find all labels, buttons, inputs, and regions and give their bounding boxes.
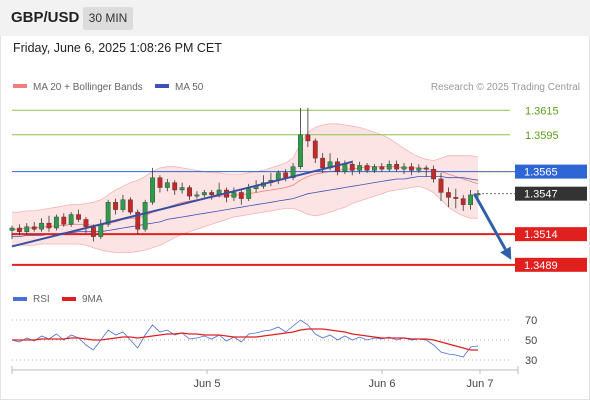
- rsi-panel: 70 50 30: [11, 315, 537, 367]
- ma50-legend-swatch: [155, 84, 169, 88]
- x-tick-label: Jun 7: [467, 378, 494, 390]
- candle: [238, 188, 244, 205]
- candle: [24, 223, 30, 235]
- candle: [179, 182, 185, 194]
- trend-line: [11, 160, 353, 248]
- rsi-ma-legend-swatch: [62, 297, 76, 301]
- x-tick-label: Jun 6: [369, 378, 396, 390]
- ma50-line: [12, 176, 479, 238]
- candle: [164, 178, 170, 192]
- rsi-tick-70: 70: [525, 315, 537, 327]
- candle: [349, 160, 355, 176]
- candle: [76, 209, 81, 222]
- forecast-arrow-head: [500, 246, 512, 260]
- rsi-legend-label: RSI: [33, 294, 50, 305]
- level-label-1.3547: 1.3547: [524, 189, 558, 201]
- candle: [194, 191, 200, 199]
- candle: [416, 164, 422, 173]
- candle: [431, 165, 437, 183]
- candle: [446, 187, 451, 208]
- rsi-ma-line: [12, 328, 478, 351]
- candle: [423, 165, 429, 177]
- main-legend: MA 20 + Bollinger Bands MA 50 Research ©…: [13, 82, 580, 93]
- candle: [83, 216, 89, 233]
- level-label-1.3595: 1.3595: [525, 130, 559, 142]
- header-bar: GBP/USD 30 MIN: [0, 0, 590, 36]
- candle: [372, 164, 377, 173]
- level-box-1.3489: [515, 257, 587, 272]
- candle: [379, 163, 385, 172]
- candle: [305, 107, 311, 148]
- candle: [438, 172, 444, 202]
- candle: [9, 225, 15, 240]
- candle: [468, 190, 474, 210]
- candle: [135, 209, 141, 235]
- x-axis: Jun 5 Jun 6 Jun 7: [11, 366, 519, 390]
- candle: [401, 163, 407, 175]
- candle: [53, 214, 59, 231]
- candle: [172, 180, 178, 195]
- timestamp: Friday, June 6, 2025 1:08:26 PM CET: [13, 41, 222, 55]
- candle: [120, 194, 126, 213]
- candle: [46, 215, 52, 232]
- level-box-1.3514: [515, 227, 587, 242]
- ma20-line: [12, 166, 479, 230]
- level-label-1.3615: 1.3615: [525, 105, 559, 117]
- rsi-legend: RSI 9MA: [13, 294, 103, 305]
- level-box-1.3565: [515, 164, 587, 179]
- candle: [453, 188, 459, 209]
- candle: [142, 199, 148, 232]
- candle: [16, 224, 22, 236]
- timeframe-badge[interactable]: 30 MIN: [83, 7, 133, 30]
- candle: [231, 187, 237, 202]
- level-label-1.3489: 1.3489: [524, 260, 558, 272]
- x-tick-label: Jun 5: [194, 378, 221, 390]
- candle: [31, 221, 37, 232]
- candle: [127, 197, 133, 215]
- bollinger-lower-line: [12, 185, 478, 254]
- candle: [68, 212, 74, 227]
- candle: [460, 194, 466, 211]
- level-label-1.3514: 1.3514: [524, 229, 558, 241]
- candle: [61, 213, 67, 227]
- ma50-legend-label: MA 50: [175, 82, 204, 93]
- candle: [187, 185, 192, 200]
- candle: [409, 163, 414, 176]
- candle: [39, 218, 44, 232]
- level-label-1.3565: 1.3565: [524, 167, 558, 179]
- candle: [298, 107, 303, 170]
- candle: [157, 175, 163, 193]
- rsi-tick-50: 50: [525, 335, 537, 347]
- candle: [364, 163, 370, 173]
- bollinger-upper-line: [12, 123, 479, 213]
- forecast-arrow-shaft: [472, 192, 507, 251]
- candle: [201, 190, 207, 198]
- rsi-legend-swatch: [13, 297, 27, 301]
- rsi-tick-30: 30: [525, 355, 537, 367]
- price-panel: 1.3615 1.3595 1.3565 1.3547 1.3514 1.3489: [9, 105, 587, 272]
- rsi-line: [11, 319, 479, 358]
- rsi-ma-legend-label: 9MA: [82, 294, 103, 305]
- candle: [394, 160, 400, 172]
- credit-text: Research © 2025 Trading Central: [431, 82, 580, 93]
- candle: [386, 160, 392, 172]
- ma20-legend-label: MA 20 + Bollinger Bands: [33, 82, 143, 93]
- pair-title: GBP/USD: [11, 9, 80, 26]
- level-box-1.3547: [515, 186, 587, 201]
- candle: [357, 161, 363, 175]
- candle: [312, 138, 318, 164]
- candle: [150, 167, 155, 205]
- candle: [113, 198, 118, 215]
- ma20-legend-swatch: [13, 84, 27, 88]
- candle: [209, 190, 215, 200]
